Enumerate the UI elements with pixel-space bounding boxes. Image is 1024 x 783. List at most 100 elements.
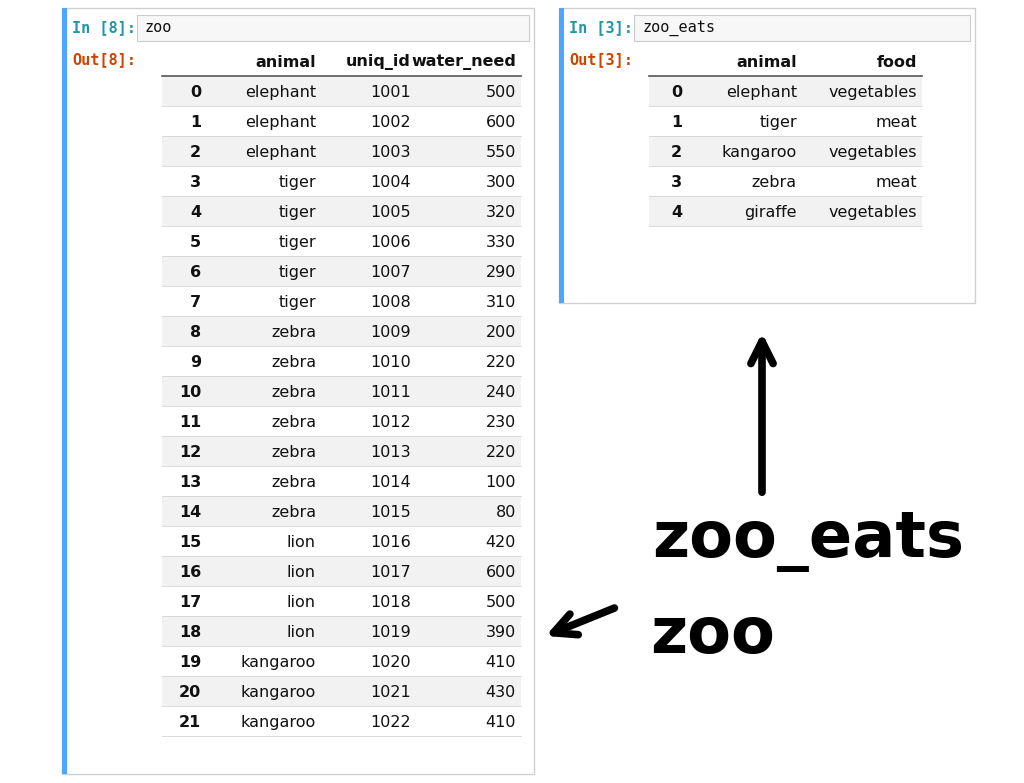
Bar	[649, 196, 922, 226]
Text: 2: 2	[189, 145, 201, 160]
Text: 3: 3	[671, 175, 682, 190]
Text: 8: 8	[189, 325, 201, 340]
Text: 1006: 1006	[371, 235, 411, 250]
Text: zoo: zoo	[145, 20, 172, 35]
Text: 220: 220	[485, 355, 516, 370]
Text: 290: 290	[485, 265, 516, 280]
Text: meat: meat	[876, 115, 918, 130]
Text: zoo: zoo	[650, 604, 775, 666]
Text: vegetables: vegetables	[828, 145, 918, 160]
Bar	[649, 106, 922, 136]
Bar	[649, 76, 922, 106]
Text: 1016: 1016	[371, 535, 411, 550]
Text: 2: 2	[671, 145, 682, 160]
Bar	[162, 406, 521, 436]
Text: kangaroo: kangaroo	[241, 715, 316, 730]
Text: zoo_eats: zoo_eats	[642, 20, 715, 36]
Text: 220: 220	[485, 445, 516, 460]
Text: food: food	[877, 55, 918, 70]
Bar	[162, 256, 521, 286]
Text: 13: 13	[179, 475, 201, 490]
Text: 12: 12	[179, 445, 201, 460]
Bar	[162, 586, 521, 616]
Text: 19: 19	[179, 655, 201, 670]
Text: 1015: 1015	[371, 505, 411, 520]
Text: tiger: tiger	[279, 175, 316, 190]
Text: 0: 0	[671, 85, 682, 100]
Text: 1007: 1007	[371, 265, 411, 280]
Text: 1009: 1009	[371, 325, 411, 340]
Text: 320: 320	[485, 205, 516, 220]
Text: giraffe: giraffe	[744, 205, 797, 220]
Text: meat: meat	[876, 175, 918, 190]
Bar	[162, 226, 521, 256]
Text: 1001: 1001	[371, 85, 411, 100]
Bar	[162, 346, 521, 376]
Bar	[162, 706, 521, 736]
Text: 1013: 1013	[371, 445, 411, 460]
Text: 410: 410	[485, 715, 516, 730]
Text: elephant: elephant	[726, 85, 797, 100]
Text: kangaroo: kangaroo	[241, 685, 316, 700]
Bar	[162, 316, 521, 346]
Text: 310: 310	[485, 295, 516, 310]
Text: 500: 500	[485, 85, 516, 100]
Text: 18: 18	[179, 625, 201, 640]
Text: 420: 420	[485, 535, 516, 550]
Text: zebra: zebra	[271, 385, 316, 400]
Text: 600: 600	[485, 565, 516, 580]
Text: zebra: zebra	[271, 445, 316, 460]
Text: 3: 3	[189, 175, 201, 190]
Text: lion: lion	[287, 535, 316, 550]
Bar	[162, 616, 521, 646]
Bar	[162, 136, 521, 166]
Bar	[162, 196, 521, 226]
Text: lion: lion	[287, 595, 316, 610]
Text: 6: 6	[189, 265, 201, 280]
Text: kangaroo: kangaroo	[722, 145, 797, 160]
Text: 21: 21	[179, 715, 201, 730]
Text: 4: 4	[189, 205, 201, 220]
Text: tiger: tiger	[279, 295, 316, 310]
Text: 1020: 1020	[371, 655, 411, 670]
Bar	[62, 8, 534, 774]
Text: water_need: water_need	[411, 55, 516, 70]
Bar	[162, 496, 521, 526]
Bar	[162, 676, 521, 706]
Bar	[162, 286, 521, 316]
Text: zebra: zebra	[271, 475, 316, 490]
Text: animal: animal	[736, 55, 797, 70]
Text: Out[8]:: Out[8]:	[72, 52, 136, 67]
Text: 10: 10	[179, 385, 201, 400]
Text: 1: 1	[189, 115, 201, 130]
Text: 80: 80	[496, 505, 516, 520]
Bar	[162, 166, 521, 196]
Text: 1002: 1002	[371, 115, 411, 130]
Text: Out[3]:: Out[3]:	[569, 52, 633, 67]
Text: 1014: 1014	[371, 475, 411, 490]
Text: 1011: 1011	[370, 385, 411, 400]
Text: In [8]:: In [8]:	[72, 20, 136, 35]
Text: animal: animal	[255, 55, 316, 70]
Text: zebra: zebra	[271, 415, 316, 430]
Text: 240: 240	[485, 385, 516, 400]
Text: In [3]:: In [3]:	[569, 20, 633, 35]
Text: 1005: 1005	[371, 205, 411, 220]
Text: 1022: 1022	[371, 715, 411, 730]
Text: 100: 100	[485, 475, 516, 490]
Text: 1018: 1018	[370, 595, 411, 610]
Text: zebra: zebra	[752, 175, 797, 190]
Text: 330: 330	[485, 235, 516, 250]
Text: 1021: 1021	[371, 685, 411, 700]
Text: 1010: 1010	[371, 355, 411, 370]
Bar	[559, 8, 975, 303]
Text: zebra: zebra	[271, 325, 316, 340]
Text: lion: lion	[287, 565, 316, 580]
Text: 390: 390	[485, 625, 516, 640]
Bar	[62, 8, 67, 774]
Text: 1: 1	[671, 115, 682, 130]
Bar	[559, 8, 564, 303]
Text: 600: 600	[485, 115, 516, 130]
Bar	[162, 646, 521, 676]
Text: tiger: tiger	[279, 205, 316, 220]
